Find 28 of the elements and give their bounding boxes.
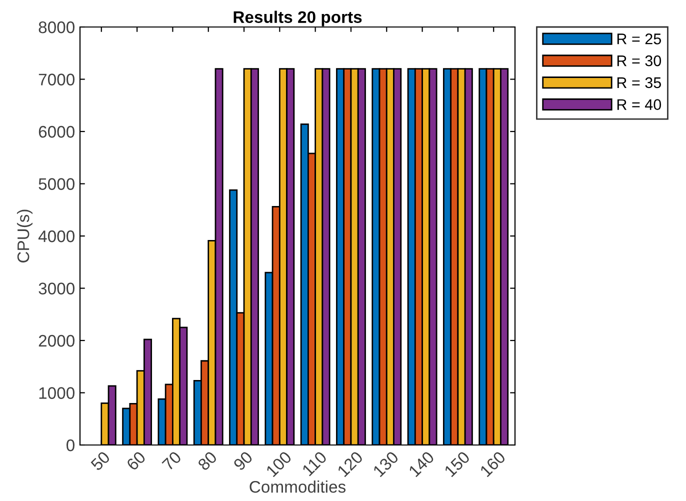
x-tick-label: 90 bbox=[232, 450, 254, 472]
x-tick-label: 100 bbox=[266, 450, 292, 478]
chart-title: Results 20 ports bbox=[234, 10, 362, 26]
x-tick-label: 130 bbox=[372, 450, 400, 478]
x-tick-label: 80 bbox=[197, 450, 218, 472]
y-tick-label: 2000 bbox=[38, 334, 74, 347]
x-tick-label: 60 bbox=[126, 450, 146, 472]
y-tick-label: 1000 bbox=[39, 387, 74, 399]
x-tick-label: 140 bbox=[408, 450, 435, 478]
legend-label: R = 35 bbox=[617, 77, 661, 88]
y-tick-label: 3000 bbox=[38, 282, 74, 294]
x-tick-label: 160 bbox=[479, 450, 506, 478]
y-tick-label: 5000 bbox=[38, 178, 74, 190]
x-tick-label: 70 bbox=[162, 450, 182, 472]
y-tick-label: 8000 bbox=[38, 21, 74, 34]
y-tick-label: 6000 bbox=[38, 126, 74, 138]
x-tick-label: 110 bbox=[302, 450, 328, 476]
x-tick-label: 50 bbox=[90, 450, 111, 472]
y-tick-label: 7000 bbox=[38, 74, 74, 86]
x-axis-title: Commodities bbox=[250, 480, 346, 493]
y-tick-label: 0 bbox=[66, 439, 74, 452]
legend-label: R = 30 bbox=[617, 55, 662, 66]
legend-label: R = 25 bbox=[617, 34, 661, 44]
y-tick-label: 4000 bbox=[38, 230, 74, 242]
x-tick-label: 150 bbox=[444, 450, 470, 478]
y-axis-title: CPU(s) bbox=[16, 210, 33, 262]
x-tick-label: 120 bbox=[336, 450, 364, 478]
legend-label: R = 40 bbox=[617, 99, 662, 110]
